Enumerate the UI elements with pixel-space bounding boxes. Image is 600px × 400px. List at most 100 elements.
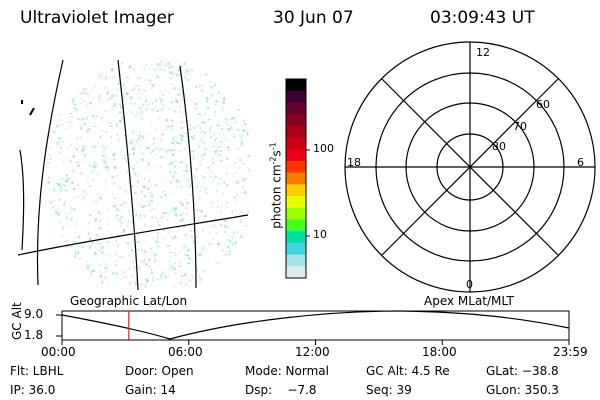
speckle bbox=[219, 150, 222, 152]
speckle bbox=[171, 87, 174, 90]
speckle bbox=[241, 218, 243, 220]
speckle bbox=[206, 172, 210, 174]
speckle bbox=[68, 178, 71, 180]
speckle bbox=[142, 135, 145, 139]
speckle bbox=[173, 209, 176, 212]
speckle bbox=[235, 196, 237, 198]
speckle bbox=[88, 196, 90, 198]
speckle bbox=[214, 138, 217, 142]
speckle bbox=[140, 116, 144, 120]
speckle bbox=[210, 170, 212, 172]
speckle bbox=[99, 137, 102, 140]
speckle bbox=[192, 261, 194, 264]
speckle bbox=[228, 227, 232, 229]
speckle bbox=[151, 108, 155, 112]
speckle bbox=[245, 178, 247, 180]
speckle bbox=[69, 120, 72, 124]
speckle bbox=[75, 236, 77, 239]
speckle bbox=[185, 197, 187, 200]
speckle bbox=[140, 159, 144, 162]
speckle bbox=[189, 98, 191, 100]
speckle bbox=[170, 124, 174, 128]
speckle bbox=[213, 121, 215, 124]
speckle bbox=[236, 180, 239, 183]
speckle bbox=[59, 137, 62, 140]
x-tick-label-1800: 18:00 bbox=[422, 345, 457, 359]
speckle bbox=[228, 250, 232, 252]
speckle bbox=[180, 63, 183, 67]
speckle bbox=[168, 274, 170, 277]
speckle bbox=[203, 215, 207, 218]
speckle bbox=[222, 101, 225, 104]
speckle bbox=[49, 201, 51, 204]
color-bar-cell bbox=[286, 196, 306, 209]
speckle bbox=[177, 142, 180, 145]
speckle bbox=[152, 276, 154, 278]
speckle bbox=[94, 217, 98, 220]
speckle bbox=[159, 166, 161, 168]
speckle bbox=[233, 196, 236, 199]
speckle bbox=[98, 211, 100, 214]
speckle bbox=[116, 208, 119, 211]
speckle bbox=[94, 126, 97, 128]
speckle bbox=[120, 270, 122, 273]
speckle bbox=[152, 279, 154, 282]
speckle bbox=[99, 219, 102, 223]
speckle bbox=[237, 167, 240, 169]
speckle bbox=[116, 272, 118, 275]
speckle bbox=[128, 282, 132, 285]
speckle bbox=[98, 94, 102, 98]
speckle bbox=[108, 169, 111, 171]
speckle bbox=[134, 282, 138, 286]
speckle bbox=[120, 215, 123, 219]
speckle bbox=[230, 121, 232, 123]
speckle bbox=[186, 249, 189, 252]
speckle bbox=[233, 243, 237, 245]
speckle bbox=[199, 190, 201, 192]
speckle bbox=[216, 149, 219, 152]
speckle bbox=[107, 222, 110, 224]
speckle bbox=[95, 164, 99, 166]
speckle bbox=[207, 118, 211, 121]
color-bar-cell bbox=[286, 90, 306, 103]
speckle bbox=[145, 263, 148, 266]
speckle bbox=[107, 264, 109, 266]
speckle bbox=[95, 166, 97, 169]
speckle bbox=[163, 133, 165, 136]
speckle bbox=[121, 62, 123, 64]
speckle bbox=[120, 149, 122, 152]
speckle bbox=[161, 132, 163, 136]
speckle bbox=[203, 122, 207, 124]
speckle bbox=[170, 149, 172, 151]
speckle bbox=[138, 97, 140, 99]
speckle bbox=[231, 241, 234, 242]
speckle bbox=[125, 160, 128, 164]
speckle bbox=[59, 187, 63, 191]
speckle bbox=[129, 110, 131, 112]
status-mode: Mode: Normal bbox=[245, 364, 329, 378]
speckle bbox=[184, 244, 188, 247]
speckle bbox=[137, 233, 139, 237]
speckle bbox=[191, 68, 193, 72]
speckle bbox=[57, 212, 60, 216]
speckle bbox=[179, 86, 181, 89]
speckle bbox=[171, 141, 174, 144]
speckle bbox=[180, 116, 182, 119]
speckle bbox=[240, 142, 244, 146]
speckle bbox=[178, 73, 181, 76]
speckle bbox=[151, 194, 153, 198]
speckle bbox=[55, 142, 59, 145]
speckle bbox=[52, 188, 55, 191]
speckle bbox=[94, 200, 98, 203]
speckle bbox=[174, 98, 178, 102]
speckle bbox=[210, 226, 212, 228]
speckle bbox=[202, 229, 204, 232]
speckle bbox=[242, 129, 245, 132]
speckle bbox=[204, 147, 208, 151]
speckle bbox=[146, 279, 149, 283]
speckle bbox=[105, 261, 108, 263]
speckle bbox=[61, 123, 63, 127]
speckle bbox=[190, 236, 194, 238]
x-tick-label-0000: 00:00 bbox=[41, 345, 76, 359]
speckle bbox=[239, 235, 243, 238]
